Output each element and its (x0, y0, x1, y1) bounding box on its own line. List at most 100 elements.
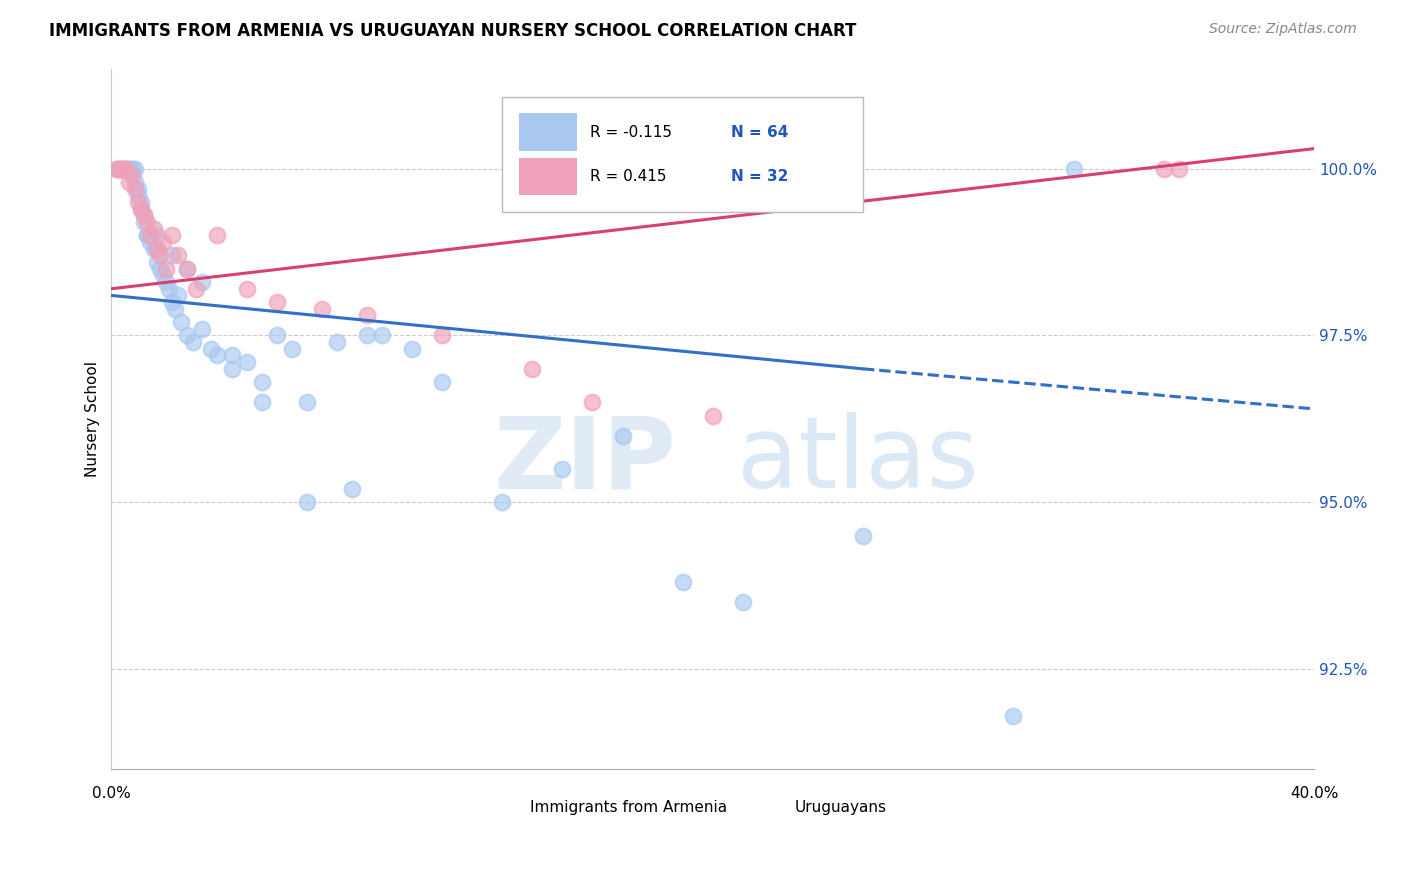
Text: atlas: atlas (737, 412, 979, 509)
Point (124, 181, 146, 195)
Point (110, 161, 132, 176)
Point (205, 349, 228, 363)
Point (184, 282, 207, 296)
Point (139, 228, 162, 243)
Point (131, 202, 153, 216)
Point (160, 248, 183, 262)
Point (221, 362, 243, 376)
Point (250, 395, 273, 409)
Text: 0.0%: 0.0% (91, 786, 131, 801)
Point (127, 181, 149, 195)
Point (145, 242, 167, 256)
Point (672, 575, 695, 590)
Point (121, 161, 143, 176)
Point (340, 482, 363, 496)
Point (148, 248, 170, 262)
Point (152, 235, 174, 249)
Point (181, 335, 204, 350)
Point (1002, 709, 1025, 723)
Point (115, 161, 138, 176)
Point (121, 169, 143, 183)
Point (112, 161, 135, 176)
Point (702, 409, 724, 423)
Text: IMMIGRANTS FROM ARMENIA VS URUGUAYAN NURSERY SCHOOL CORRELATION CHART: IMMIGRANTS FROM ARMENIA VS URUGUAYAN NUR… (49, 22, 856, 40)
Point (112, 161, 135, 176)
Text: Uruguayans: Uruguayans (794, 800, 887, 815)
Point (250, 375, 273, 389)
Point (205, 228, 228, 243)
Point (148, 261, 170, 276)
Point (221, 349, 243, 363)
Point (356, 328, 378, 343)
Point (326, 335, 349, 350)
FancyBboxPatch shape (502, 96, 863, 212)
Point (145, 242, 167, 256)
Point (235, 282, 257, 296)
Point (124, 161, 146, 176)
Point (731, 595, 754, 609)
Point (1063, 161, 1085, 176)
Point (107, 161, 129, 176)
Point (235, 355, 257, 369)
Point (1167, 161, 1189, 176)
Point (295, 495, 318, 509)
FancyBboxPatch shape (488, 796, 523, 818)
FancyBboxPatch shape (519, 158, 576, 195)
Point (163, 301, 186, 316)
Point (176, 328, 198, 343)
Text: Immigrants from Armenia: Immigrants from Armenia (530, 800, 727, 815)
Point (115, 161, 138, 176)
FancyBboxPatch shape (519, 113, 576, 152)
Point (581, 395, 603, 409)
Point (356, 309, 378, 323)
Point (134, 215, 156, 229)
Point (134, 208, 156, 222)
Point (127, 194, 149, 209)
Point (142, 242, 165, 256)
Point (295, 395, 318, 409)
Point (152, 268, 174, 283)
Point (131, 202, 153, 216)
Point (145, 255, 167, 269)
Point (491, 495, 513, 509)
Point (266, 295, 288, 310)
Point (118, 175, 141, 189)
Point (134, 208, 156, 222)
Point (115, 161, 138, 176)
Point (121, 161, 143, 176)
Point (371, 328, 394, 343)
Point (136, 215, 159, 229)
Point (142, 221, 165, 235)
Point (107, 161, 129, 176)
Point (169, 315, 191, 329)
Point (118, 161, 141, 176)
Point (155, 275, 177, 289)
Point (127, 188, 149, 202)
Point (139, 235, 162, 249)
Point (136, 228, 159, 243)
Point (157, 282, 180, 296)
Point (124, 175, 146, 189)
Point (522, 362, 544, 376)
Point (266, 328, 288, 343)
Point (110, 161, 132, 176)
Point (852, 529, 875, 543)
Point (160, 295, 183, 310)
Text: Source: ZipAtlas.com: Source: ZipAtlas.com (1209, 22, 1357, 37)
Point (551, 462, 574, 476)
Point (136, 228, 159, 243)
Point (155, 261, 177, 276)
Text: R = -0.115: R = -0.115 (591, 125, 672, 140)
FancyBboxPatch shape (752, 796, 787, 818)
Point (176, 261, 198, 276)
Point (176, 261, 198, 276)
Point (430, 375, 453, 389)
Text: R = 0.415: R = 0.415 (591, 169, 666, 184)
Point (190, 322, 212, 336)
Point (311, 301, 333, 316)
Point (160, 228, 183, 243)
Text: 40.0%: 40.0% (1289, 786, 1339, 801)
Text: N = 32: N = 32 (731, 169, 789, 184)
Point (281, 342, 304, 356)
Text: ZIP: ZIP (494, 412, 676, 509)
